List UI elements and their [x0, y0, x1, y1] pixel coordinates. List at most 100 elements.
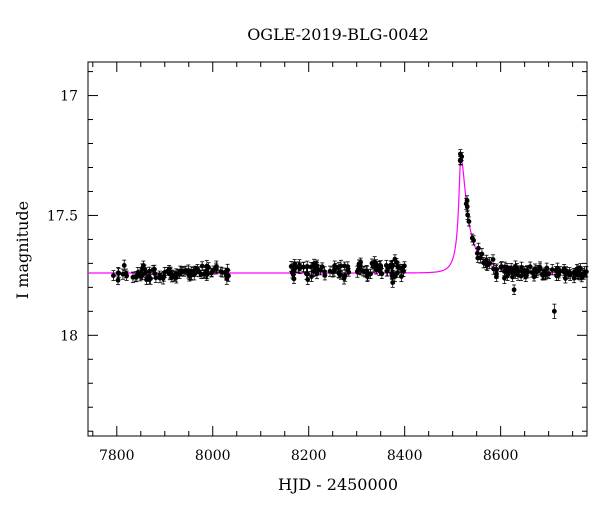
data-point	[541, 271, 547, 277]
data-point	[314, 263, 320, 269]
data-point	[209, 270, 214, 276]
model-curve-group	[88, 156, 587, 274]
data-point	[152, 271, 158, 276]
data-point	[377, 265, 383, 271]
y-tick-label: 17.5	[47, 208, 78, 224]
data-point	[537, 266, 543, 272]
data-point	[571, 275, 577, 281]
data-point	[491, 266, 496, 272]
x-tick-label: 8600	[483, 448, 519, 464]
data-point	[490, 257, 496, 262]
data-point	[222, 270, 228, 275]
data-point	[567, 272, 573, 278]
data-point	[179, 269, 185, 275]
data-point	[529, 270, 535, 275]
data-point	[144, 277, 149, 283]
data-point	[544, 265, 550, 271]
data-point	[133, 275, 139, 280]
data-point	[336, 271, 342, 277]
data-point	[373, 267, 379, 273]
data-point	[474, 250, 480, 256]
data-point	[464, 204, 470, 210]
data-point	[115, 277, 121, 283]
data-point	[140, 263, 146, 268]
data-point	[327, 268, 333, 274]
data-point	[390, 263, 395, 269]
data-points	[111, 149, 589, 319]
data-point	[121, 263, 127, 268]
data-point	[290, 272, 296, 277]
data-point	[292, 261, 298, 267]
data-point	[583, 269, 589, 275]
data-point	[372, 259, 378, 265]
data-point	[484, 257, 489, 263]
data-point	[398, 273, 404, 279]
y-axis-label: I magnitude	[13, 201, 32, 299]
data-point	[563, 276, 568, 281]
data-point	[390, 280, 396, 285]
data-point	[502, 275, 507, 281]
data-point	[465, 212, 471, 218]
data-point	[165, 268, 170, 274]
data-point	[346, 269, 352, 275]
data-point	[198, 271, 204, 277]
x-axis-label: HJD - 2450000	[278, 475, 398, 494]
data-point	[288, 264, 294, 269]
data-point	[160, 275, 166, 281]
data-point	[577, 272, 583, 278]
data-point	[331, 268, 337, 274]
model-curve	[88, 156, 587, 274]
data-point	[357, 263, 363, 269]
data-point	[389, 273, 395, 279]
data-point	[304, 264, 310, 269]
y-tick-label: 17	[60, 89, 78, 105]
data-point	[362, 269, 368, 274]
data-point	[124, 273, 130, 279]
data-point	[308, 264, 314, 270]
x-ticks: 7800 8000 8200 8400 8600	[92, 62, 574, 464]
data-point	[322, 269, 327, 275]
data-point	[169, 271, 175, 277]
data-point	[354, 269, 360, 275]
data-point	[479, 251, 485, 257]
chart-title: OGLE-2019-BLG-0042	[247, 25, 429, 44]
data-point	[140, 272, 145, 278]
data-point	[549, 267, 555, 273]
data-point	[511, 287, 517, 293]
data-point	[173, 271, 179, 276]
plot-frame	[87, 61, 588, 437]
data-point	[466, 219, 472, 224]
data-point	[115, 270, 121, 276]
data-point	[314, 271, 320, 276]
data-point	[120, 271, 126, 277]
data-point	[469, 235, 475, 241]
data-point	[505, 272, 510, 278]
data-point	[384, 268, 390, 274]
data-point	[341, 276, 347, 281]
y-ticks: 17 17.5 18	[47, 71, 587, 432]
x-tick-label: 8200	[291, 448, 327, 464]
data-point	[551, 308, 557, 314]
data-point	[514, 268, 520, 274]
x-tick-label: 7800	[99, 448, 135, 464]
data-point	[301, 264, 306, 270]
data-point	[556, 271, 562, 276]
y-tick-label: 18	[60, 328, 78, 344]
x-tick-label: 8000	[195, 448, 231, 464]
data-point	[458, 151, 463, 157]
data-point	[185, 268, 191, 273]
data-point	[146, 268, 152, 274]
x-tick-label: 8400	[387, 448, 423, 464]
data-point	[499, 264, 505, 270]
data-point	[188, 273, 194, 278]
data-point	[546, 271, 552, 277]
data-point	[319, 264, 325, 270]
data-point	[561, 269, 567, 274]
data-point	[578, 265, 583, 271]
data-point	[394, 270, 400, 276]
data-point	[524, 268, 530, 273]
data-point	[204, 263, 210, 269]
data-point	[305, 271, 310, 277]
data-point	[394, 259, 399, 265]
data-point	[213, 264, 219, 269]
